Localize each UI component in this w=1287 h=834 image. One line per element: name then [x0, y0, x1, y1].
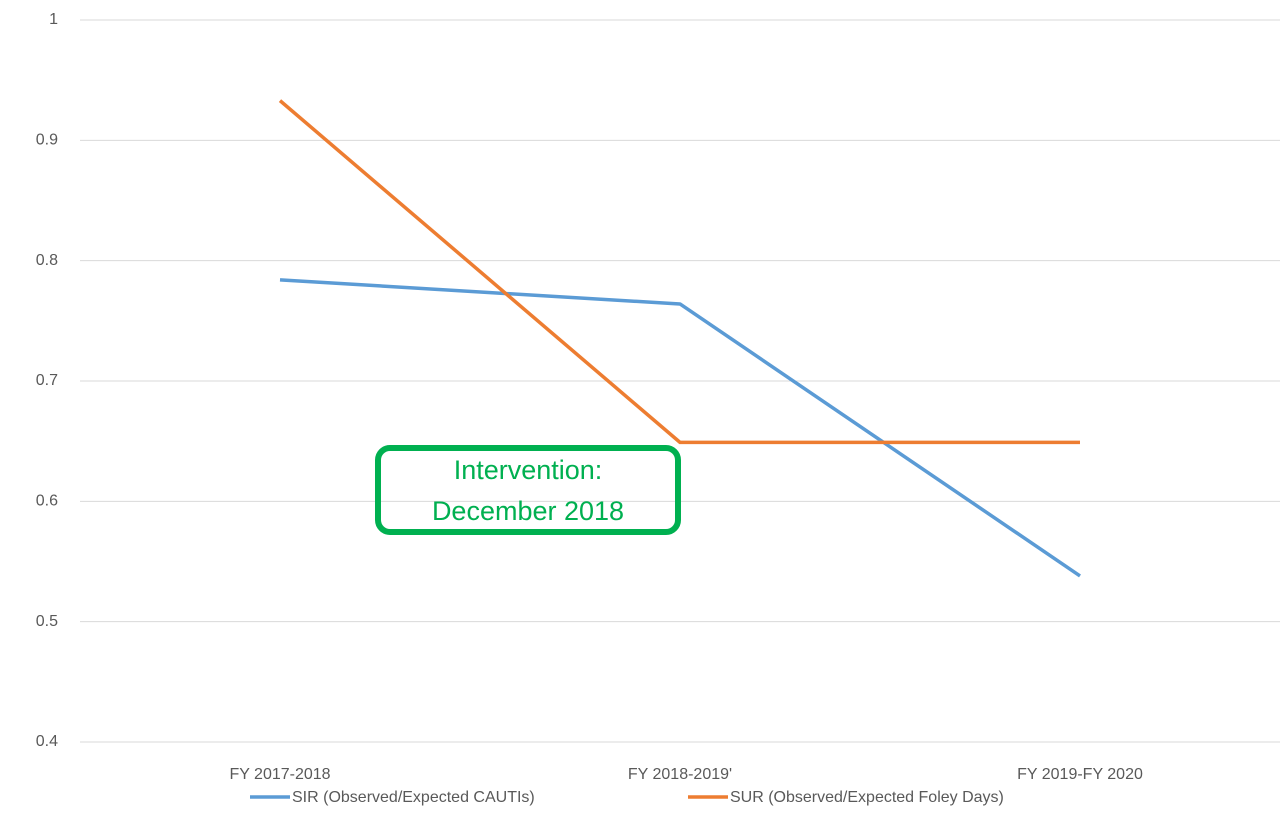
y-tick-label: 0.8	[36, 252, 58, 269]
series-line	[278, 99, 1080, 445]
legend-label: SUR (Observed/Expected Foley Days)	[730, 789, 1004, 806]
x-tick-label: FY 2017-2018	[229, 766, 330, 783]
annotation-box	[375, 445, 681, 535]
x-tick-label: FY 2019-FY 2020	[1017, 766, 1143, 783]
legend-label: SIR (Observed/Expected CAUTIs)	[292, 789, 535, 806]
y-tick-label: 0.6	[36, 493, 58, 510]
annotation-text: December 2018	[432, 496, 624, 526]
y-tick-label: 0.7	[36, 372, 58, 389]
annotation-text: Intervention:	[454, 455, 603, 485]
y-tick-label: 0.4	[36, 733, 58, 750]
y-tick-label: 0.5	[36, 613, 58, 630]
y-tick-label: 1	[49, 11, 58, 28]
x-tick-label: FY 2018-2019'	[628, 766, 732, 783]
series-line	[279, 278, 1081, 578]
y-tick-label: 0.9	[36, 132, 58, 149]
